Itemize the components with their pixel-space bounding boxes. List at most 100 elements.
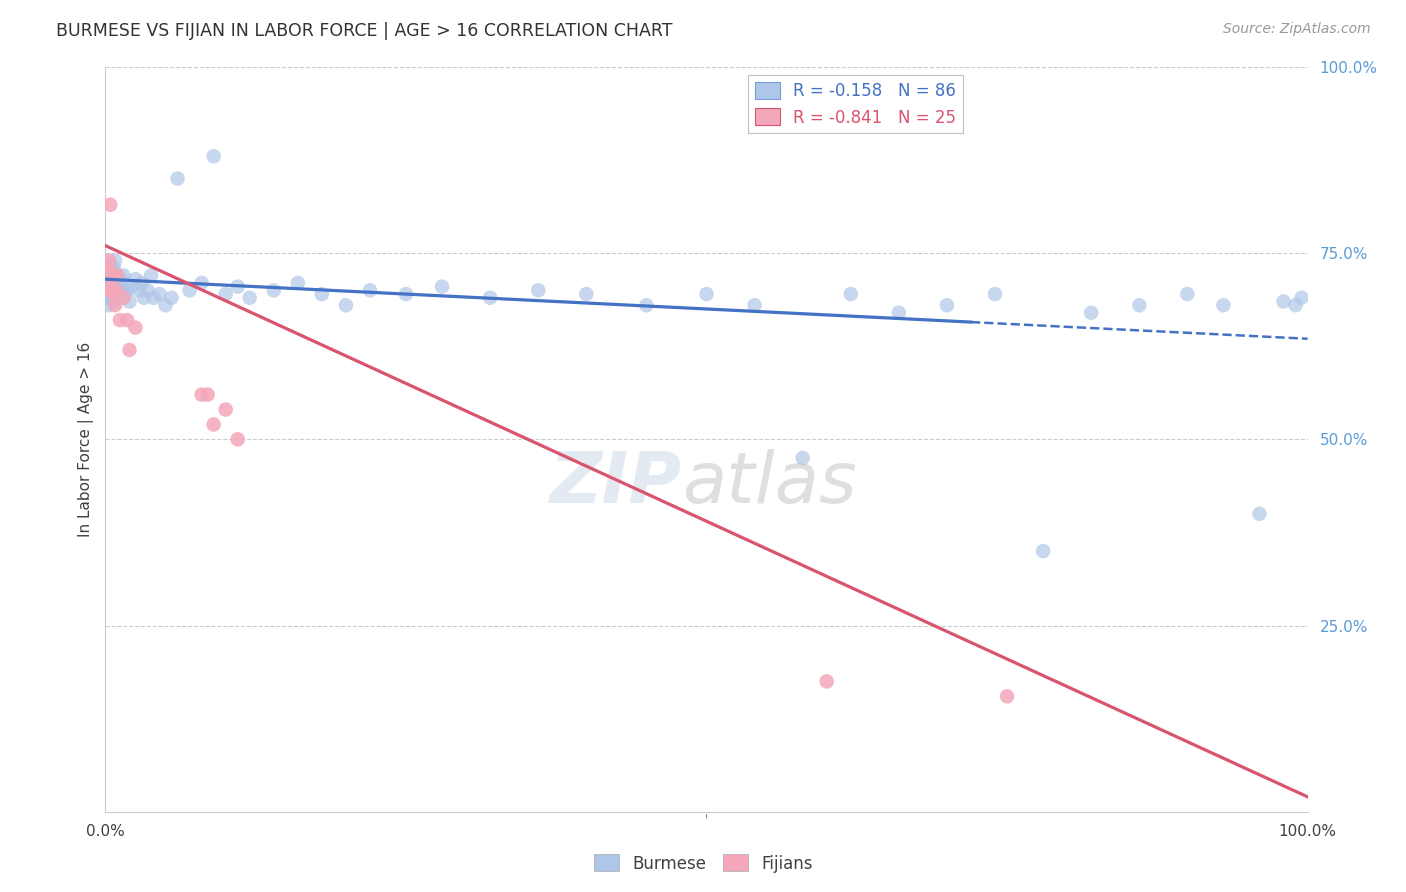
Point xyxy=(1291,291,1313,305)
Point xyxy=(101,287,124,301)
Point xyxy=(96,276,118,290)
Point xyxy=(107,276,129,290)
Point xyxy=(107,268,129,283)
Point xyxy=(107,291,129,305)
Point xyxy=(101,276,124,290)
Point xyxy=(430,279,453,293)
Point xyxy=(97,268,120,283)
Point xyxy=(155,298,177,312)
Point xyxy=(103,260,125,275)
Legend: Burmese, Fijians: Burmese, Fijians xyxy=(586,847,820,880)
Point xyxy=(98,268,121,283)
Point xyxy=(527,284,550,298)
Point xyxy=(100,268,122,283)
Point xyxy=(887,306,910,320)
Point xyxy=(115,313,138,327)
Point xyxy=(103,268,125,283)
Point xyxy=(98,253,121,268)
Point xyxy=(359,284,381,298)
Point xyxy=(1128,298,1150,312)
Point xyxy=(1249,507,1271,521)
Point xyxy=(202,417,225,432)
Point xyxy=(98,298,121,312)
Point xyxy=(226,433,249,447)
Point xyxy=(815,674,838,689)
Point xyxy=(792,450,814,465)
Point xyxy=(98,268,121,283)
Point xyxy=(121,279,143,293)
Point xyxy=(214,402,236,417)
Point xyxy=(101,284,124,298)
Point xyxy=(118,294,141,309)
Point xyxy=(103,294,125,309)
Point xyxy=(97,260,120,275)
Point xyxy=(104,268,127,283)
Point xyxy=(160,291,183,305)
Point xyxy=(124,272,146,286)
Point xyxy=(98,257,121,271)
Point xyxy=(115,284,138,298)
Point xyxy=(335,298,357,312)
Point xyxy=(98,272,121,286)
Legend: R = -0.158   N = 86, R = -0.841   N = 25: R = -0.158 N = 86, R = -0.841 N = 25 xyxy=(748,75,963,133)
Point xyxy=(108,313,131,327)
Point xyxy=(108,287,131,301)
Point xyxy=(96,276,118,290)
Point xyxy=(98,287,121,301)
Point xyxy=(287,276,309,290)
Point xyxy=(107,279,129,293)
Point xyxy=(936,298,959,312)
Point xyxy=(100,268,122,283)
Point xyxy=(96,291,118,305)
Point xyxy=(479,291,502,305)
Point xyxy=(263,284,285,298)
Point xyxy=(1032,544,1054,558)
Point xyxy=(166,171,188,186)
Point xyxy=(190,387,212,401)
Point xyxy=(97,260,120,275)
Point xyxy=(98,279,121,293)
Point xyxy=(1284,298,1306,312)
Point xyxy=(202,149,225,163)
Point xyxy=(112,268,135,283)
Point xyxy=(111,279,134,293)
Point xyxy=(98,265,121,279)
Point xyxy=(110,272,132,286)
Point xyxy=(114,287,136,301)
Point xyxy=(984,287,1007,301)
Point xyxy=(101,265,124,279)
Point xyxy=(197,387,219,401)
Text: ZIP: ZIP xyxy=(550,450,682,518)
Point xyxy=(995,690,1018,704)
Point xyxy=(226,279,249,293)
Point xyxy=(98,197,121,211)
Point xyxy=(100,276,122,290)
Point xyxy=(105,285,128,299)
Point xyxy=(105,272,128,286)
Point xyxy=(107,268,129,283)
Point xyxy=(311,287,333,301)
Point xyxy=(104,279,127,293)
Point xyxy=(1212,298,1234,312)
Point xyxy=(1272,294,1295,309)
Point xyxy=(142,291,165,305)
Point xyxy=(100,260,122,275)
Y-axis label: In Labor Force | Age > 16: In Labor Force | Age > 16 xyxy=(79,342,94,537)
Point xyxy=(103,284,125,298)
Point xyxy=(239,291,262,305)
Text: BURMESE VS FIJIAN IN LABOR FORCE | AGE > 16 CORRELATION CHART: BURMESE VS FIJIAN IN LABOR FORCE | AGE >… xyxy=(56,22,672,40)
Point xyxy=(100,291,122,305)
Text: Source: ZipAtlas.com: Source: ZipAtlas.com xyxy=(1223,22,1371,37)
Point xyxy=(636,298,658,312)
Point xyxy=(103,287,125,301)
Point xyxy=(190,276,212,290)
Point xyxy=(148,287,170,301)
Point xyxy=(97,284,120,298)
Point xyxy=(118,343,141,357)
Point xyxy=(696,287,718,301)
Point xyxy=(131,276,153,290)
Point xyxy=(105,284,128,298)
Point xyxy=(104,253,127,268)
Point xyxy=(124,320,146,334)
Point xyxy=(136,284,159,298)
